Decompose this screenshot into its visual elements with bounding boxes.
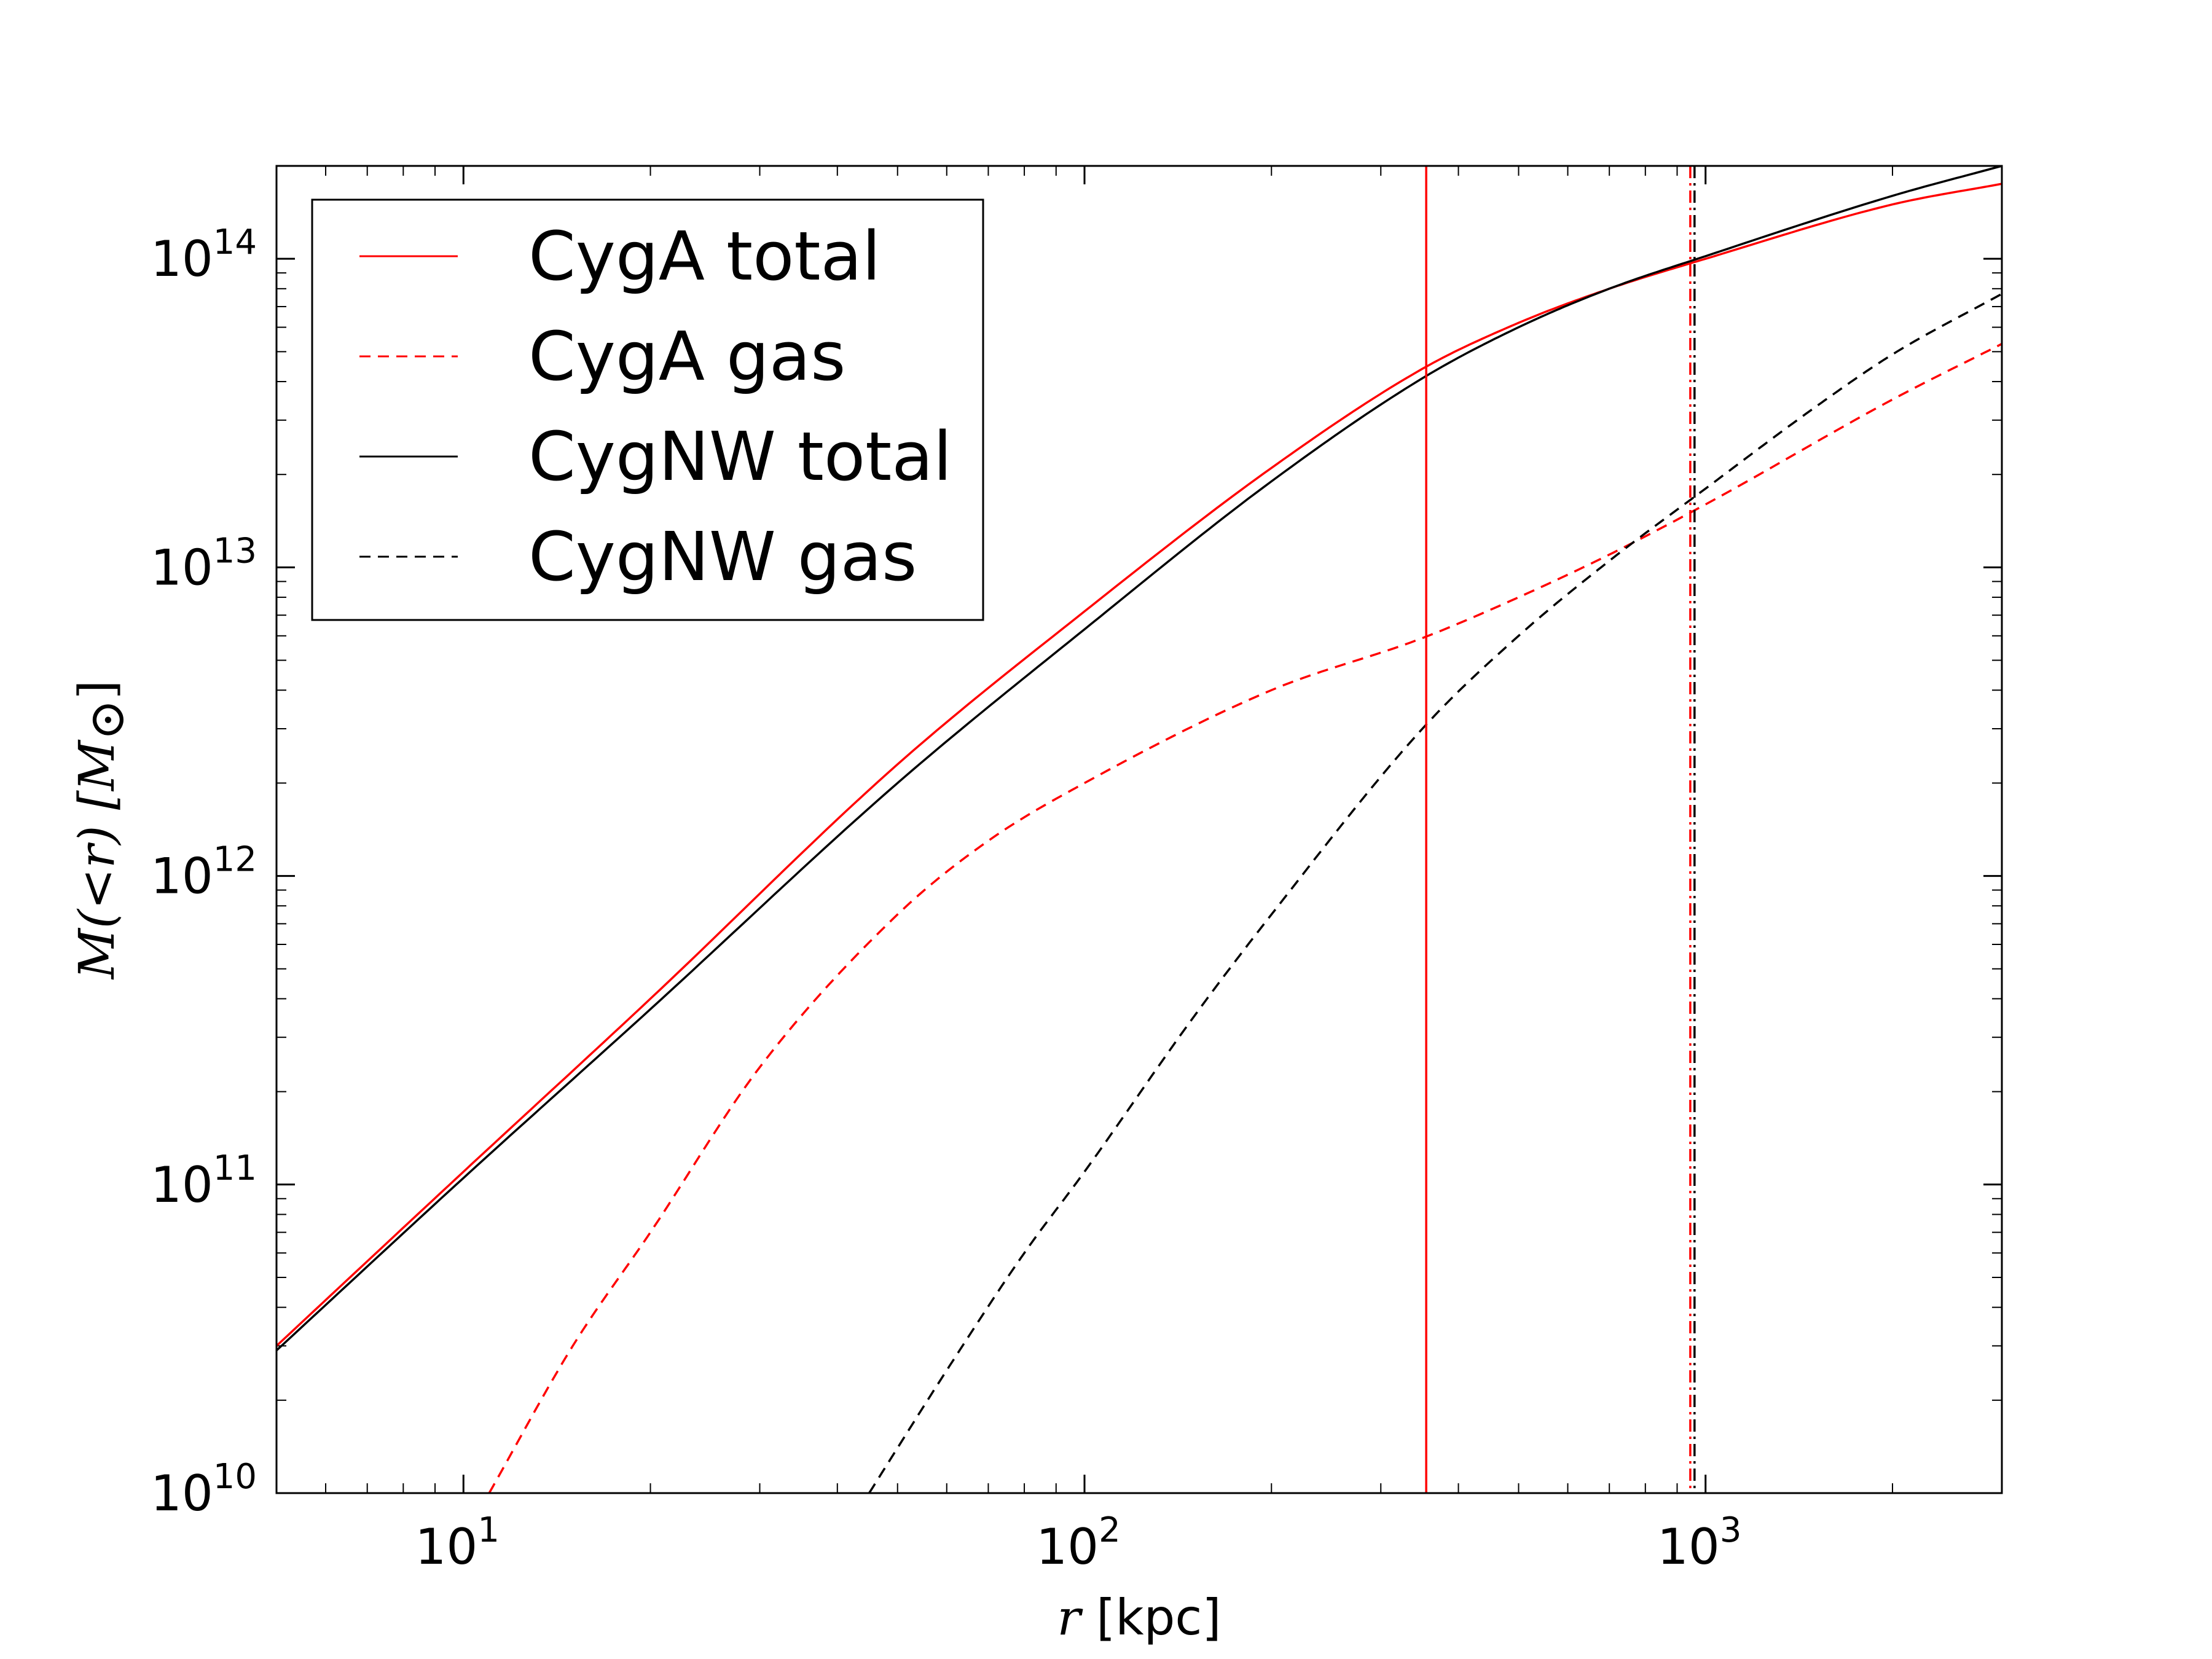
- legend-entry-cyga-total: CygA total: [359, 217, 880, 296]
- legend-label-cygnw-total: CygNW total: [528, 417, 952, 496]
- minor-ticks: [276, 165, 2002, 1493]
- y-tick-label: 1014: [151, 222, 257, 288]
- y-tick-label: 1013: [151, 531, 257, 596]
- series-line-cygnw-total: [276, 166, 2002, 1352]
- legend-entry-cygnw-gas: CygNW gas: [359, 517, 917, 596]
- legend-box: [311, 198, 984, 621]
- x-axis-label: r [kpc]: [1057, 1589, 1221, 1646]
- tick-labels: 101 102 103 1010 1011 1012 1013 1014: [151, 222, 1742, 1575]
- series-line-cyga-total: [276, 182, 2002, 1347]
- series-line-cygnw-gas: [868, 292, 2002, 1493]
- plot-area: [276, 166, 2002, 1493]
- legend-entry-cyga-gas: CygA gas: [359, 317, 845, 396]
- major-ticks: [276, 166, 2002, 1494]
- y-axis-label: M(<r) [M⊙]: [68, 680, 135, 980]
- x-tick-label: 102: [1036, 1510, 1120, 1575]
- x-tick-label: 103: [1657, 1510, 1741, 1575]
- legend-label-cygnw-gas: CygNW gas: [528, 517, 917, 596]
- legend-label-cyga-gas: CygA gas: [528, 317, 845, 396]
- legend: CygA total CygA gas CygNW total CygNW ga…: [311, 198, 984, 621]
- legend-label-cyga-total: CygA total: [528, 217, 880, 296]
- x-tick-label: 101: [415, 1510, 500, 1575]
- y-tick-label: 1011: [151, 1148, 257, 1214]
- y-tick-label: 1012: [151, 840, 257, 905]
- y-tick-label: 1010: [151, 1457, 257, 1522]
- plot-frame: [275, 165, 2003, 1494]
- legend-entry-cygnw-total: CygNW total: [359, 417, 952, 496]
